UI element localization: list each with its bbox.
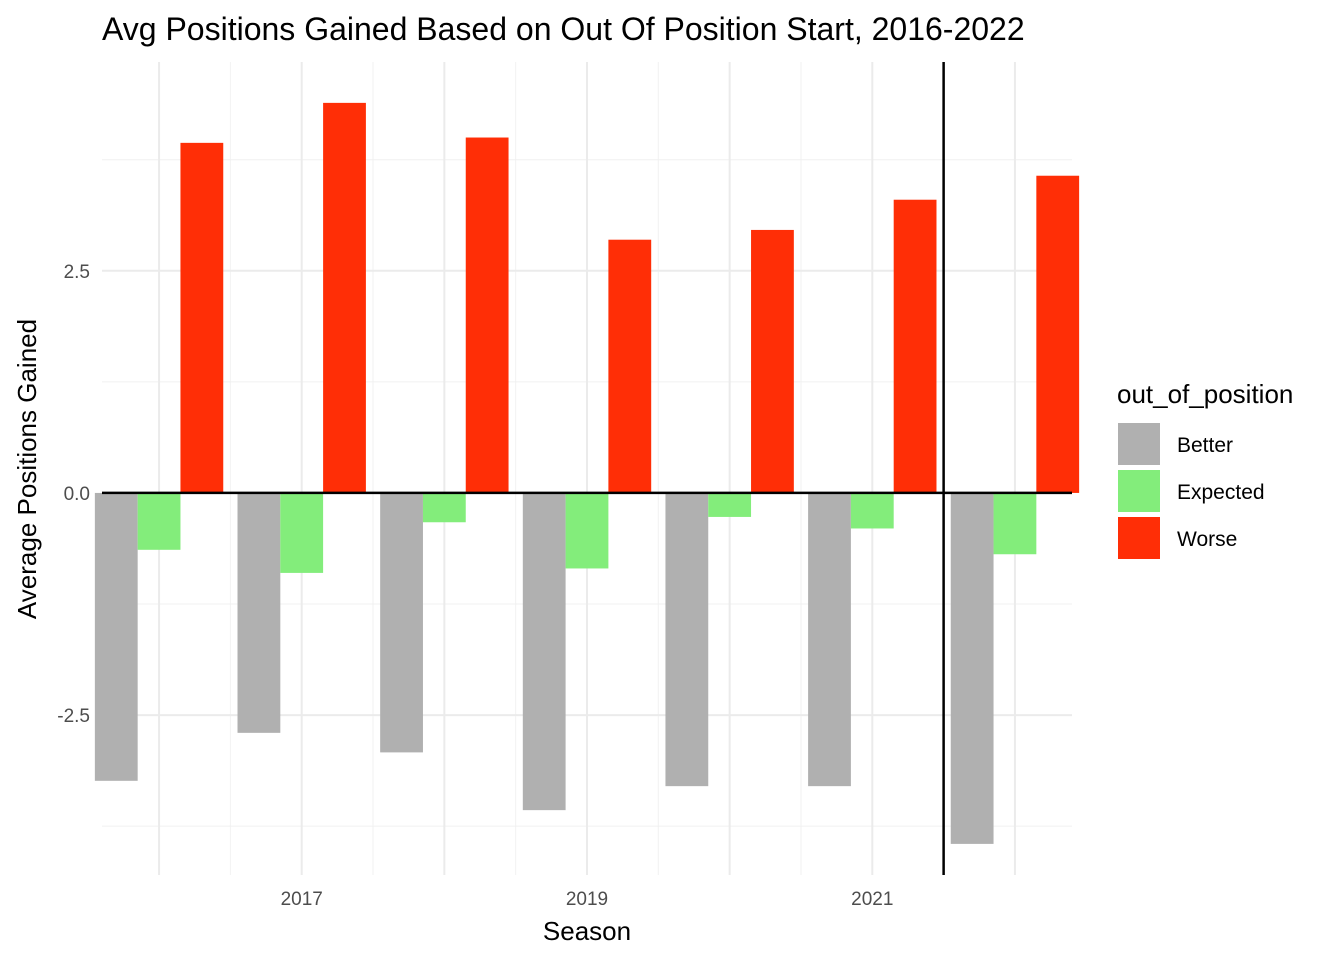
y-axis-tick-labels: -2.5 0.0 2.5 bbox=[57, 262, 90, 727]
bar-better-2017 bbox=[237, 492, 281, 733]
bar-expected-2021 bbox=[850, 492, 894, 529]
bar-worse-2018 bbox=[465, 137, 509, 493]
x-tick-label: 2017 bbox=[281, 889, 323, 910]
bar-worse-2021 bbox=[893, 199, 937, 493]
bar-worse-2019 bbox=[608, 239, 652, 493]
bar-expected-2019 bbox=[565, 492, 609, 569]
x-axis-title: Season bbox=[543, 916, 631, 946]
legend-title: out_of_position bbox=[1117, 379, 1293, 409]
bar-better-2018 bbox=[380, 492, 423, 753]
bar-better-2020 bbox=[665, 492, 709, 787]
legend-label-expected: Expected bbox=[1177, 481, 1265, 504]
bar-worse-2016 bbox=[180, 142, 224, 493]
x-axis-tick-labels: 2017 2019 2021 bbox=[281, 889, 894, 910]
x-tick-label: 2021 bbox=[851, 889, 893, 910]
bar-worse-2020 bbox=[751, 229, 794, 493]
bar-expected-2017 bbox=[280, 492, 324, 573]
legend-swatch-better bbox=[1118, 423, 1160, 465]
legend-swatch-expected bbox=[1118, 470, 1160, 512]
bars bbox=[94, 102, 1080, 844]
bar-better-2016 bbox=[94, 492, 138, 781]
y-axis-title: Average Positions Gained bbox=[12, 319, 42, 619]
bar-worse-2022 bbox=[1036, 175, 1080, 493]
bar-worse-2017 bbox=[323, 102, 366, 493]
x-tick-label: 2019 bbox=[566, 889, 608, 910]
legend-items: Better Expected Worse bbox=[1118, 423, 1265, 559]
bar-expected-2018 bbox=[422, 492, 466, 523]
y-tick-label: -2.5 bbox=[57, 706, 90, 727]
bar-better-2021 bbox=[808, 492, 851, 787]
bar-expected-2016 bbox=[137, 492, 181, 550]
chart-title: Avg Positions Gained Based on Out Of Pos… bbox=[102, 11, 1025, 47]
bar-expected-2022 bbox=[993, 492, 1037, 555]
bar-expected-2020 bbox=[708, 492, 752, 517]
y-tick-label: 0.0 bbox=[64, 484, 90, 505]
legend-label-better: Better bbox=[1177, 434, 1233, 457]
legend-swatch-worse bbox=[1118, 517, 1160, 559]
bar-better-2019 bbox=[522, 492, 566, 811]
legend-label-worse: Worse bbox=[1177, 528, 1237, 551]
bar-better-2022 bbox=[950, 492, 994, 844]
legend: out_of_position Better Expected Worse bbox=[1117, 379, 1293, 559]
y-tick-label: 2.5 bbox=[64, 262, 90, 283]
reference-lines bbox=[102, 62, 1072, 875]
